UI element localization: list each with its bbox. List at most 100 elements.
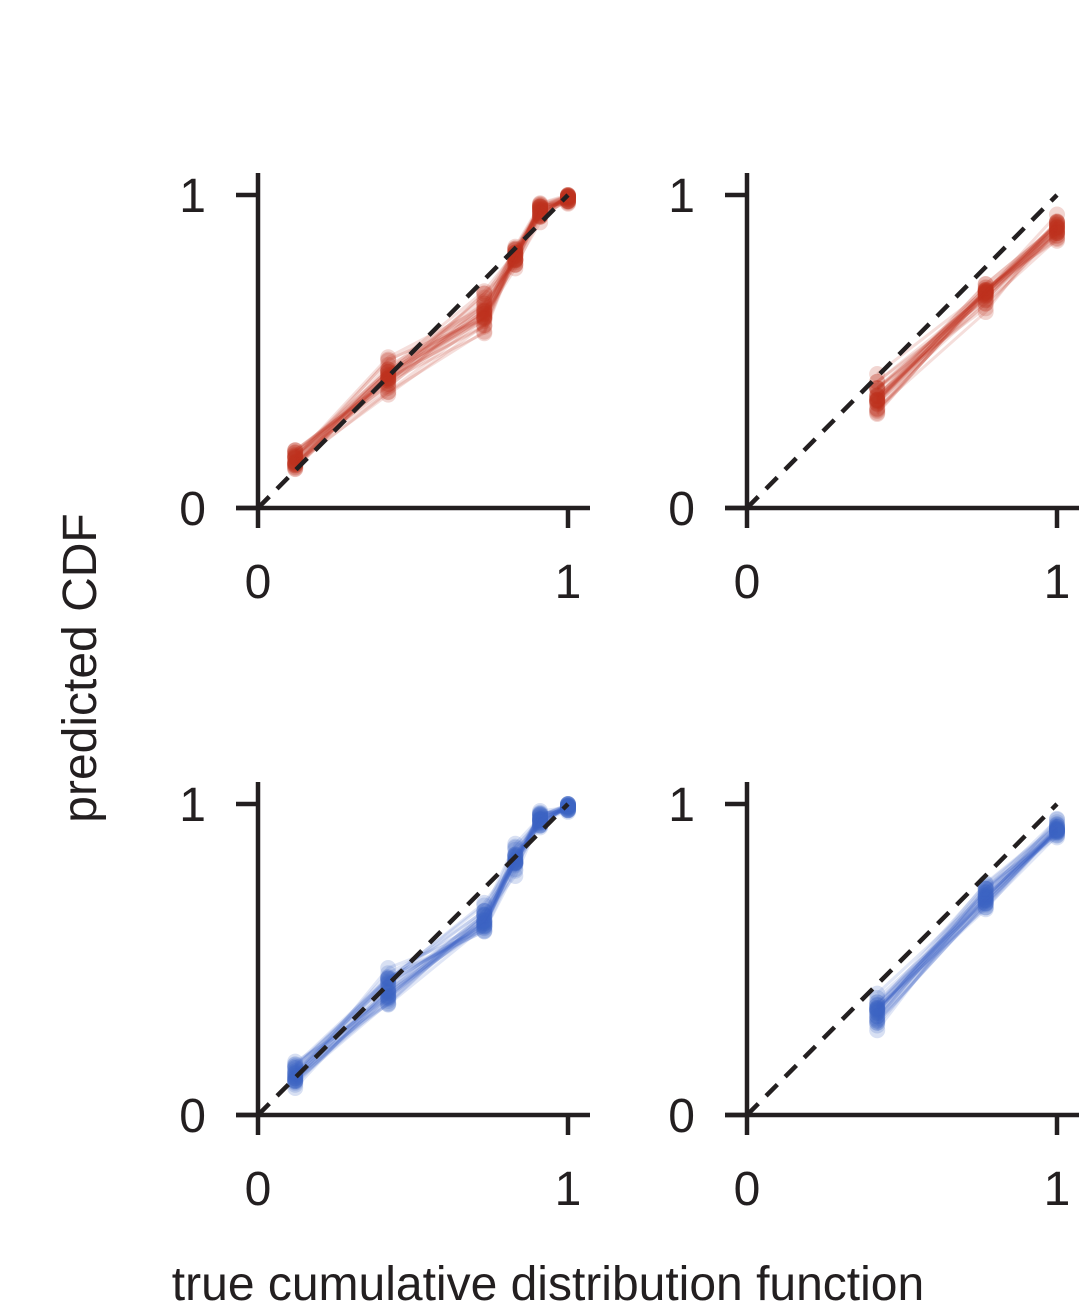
y-axis-title: predicted CDF [54,513,107,822]
data-point [507,252,524,269]
series-group [869,810,1065,1039]
data-point [476,310,493,327]
data-point [869,1002,886,1019]
data-point [869,1022,886,1039]
series-line [876,221,1059,383]
data-point [476,915,493,932]
data-point [380,383,397,400]
data-point [532,203,549,220]
data-point [869,1012,886,1029]
series-line [876,830,1059,1027]
series-line [876,828,1058,1021]
series-line [876,220,1059,410]
data-point [532,803,549,819]
data-point [1049,220,1065,237]
data-point [532,809,549,826]
data-point [287,1056,304,1073]
data-point [1049,223,1065,240]
data-point [476,923,493,940]
data-point [380,970,397,987]
series-line [876,226,1059,390]
x-axis-title: true cumulative distribution function [172,1258,924,1311]
series-line [294,194,569,463]
data-point [977,886,994,903]
data-point [977,279,994,296]
data-point [1049,214,1065,231]
data-point [507,839,524,856]
series-line [876,825,1059,1000]
data-point [977,295,994,312]
data-point [476,301,493,318]
series-line [294,810,569,1080]
data-point [1049,819,1065,836]
data-point [869,391,886,408]
series-line [294,808,569,1082]
data-point [287,450,304,467]
data-point [977,283,994,300]
data-point [869,393,886,410]
series-line [294,195,569,465]
data-point [476,302,493,319]
series-line [294,199,569,459]
data-point [977,891,994,908]
data-point [560,799,576,816]
data-point [507,835,524,852]
data-point [869,994,886,1011]
data-point [380,352,397,369]
data-point [869,990,886,1006]
data-point [476,912,493,929]
data-point [476,917,493,934]
data-point [380,972,397,989]
y-tick-label: 0 [179,483,206,536]
data-point [287,444,304,461]
data-point [1049,818,1065,835]
data-point [532,807,549,823]
series-line [294,196,569,454]
series-line [294,804,569,1076]
data-point [532,812,549,829]
data-point [476,894,493,911]
data-point [287,442,304,459]
data-point [560,190,576,207]
data-point [869,387,886,403]
data-point [380,375,397,392]
series-line [294,805,569,1075]
data-point [476,908,493,925]
data-point [1049,823,1065,840]
data-point [476,309,493,326]
series-line [876,230,1059,402]
data-point [1049,216,1065,233]
series-line [876,221,1059,415]
data-point [507,244,524,261]
data-point [977,292,994,309]
data-point [1049,215,1065,232]
data-point [1049,206,1065,223]
data-point [532,811,549,828]
data-point [977,304,994,320]
data-point [507,251,524,268]
data-point [476,902,493,919]
data-point [532,806,549,823]
data-point [977,295,994,312]
data-point [380,995,397,1012]
data-point [476,897,493,914]
data-point [1049,816,1065,833]
data-point [869,389,886,406]
data-point [977,286,994,303]
data-point [476,920,493,937]
data-point [380,984,397,1001]
data-point [476,913,493,930]
x-tick-label: 0 [734,556,761,609]
series-line [294,808,569,1084]
series-line [294,803,569,1075]
y-tick-label: 0 [668,483,695,536]
data-point [287,1065,304,1082]
data-point [287,1074,304,1091]
series-line [294,802,569,1083]
panels: 0 1 0 1 0 1 0 1 0 1 0 1 0 1 0 1 [179,170,1079,1216]
series-group [869,206,1065,422]
data-point [532,200,549,217]
data-point [532,816,549,833]
series-line [876,828,1058,995]
data-point [977,885,994,901]
